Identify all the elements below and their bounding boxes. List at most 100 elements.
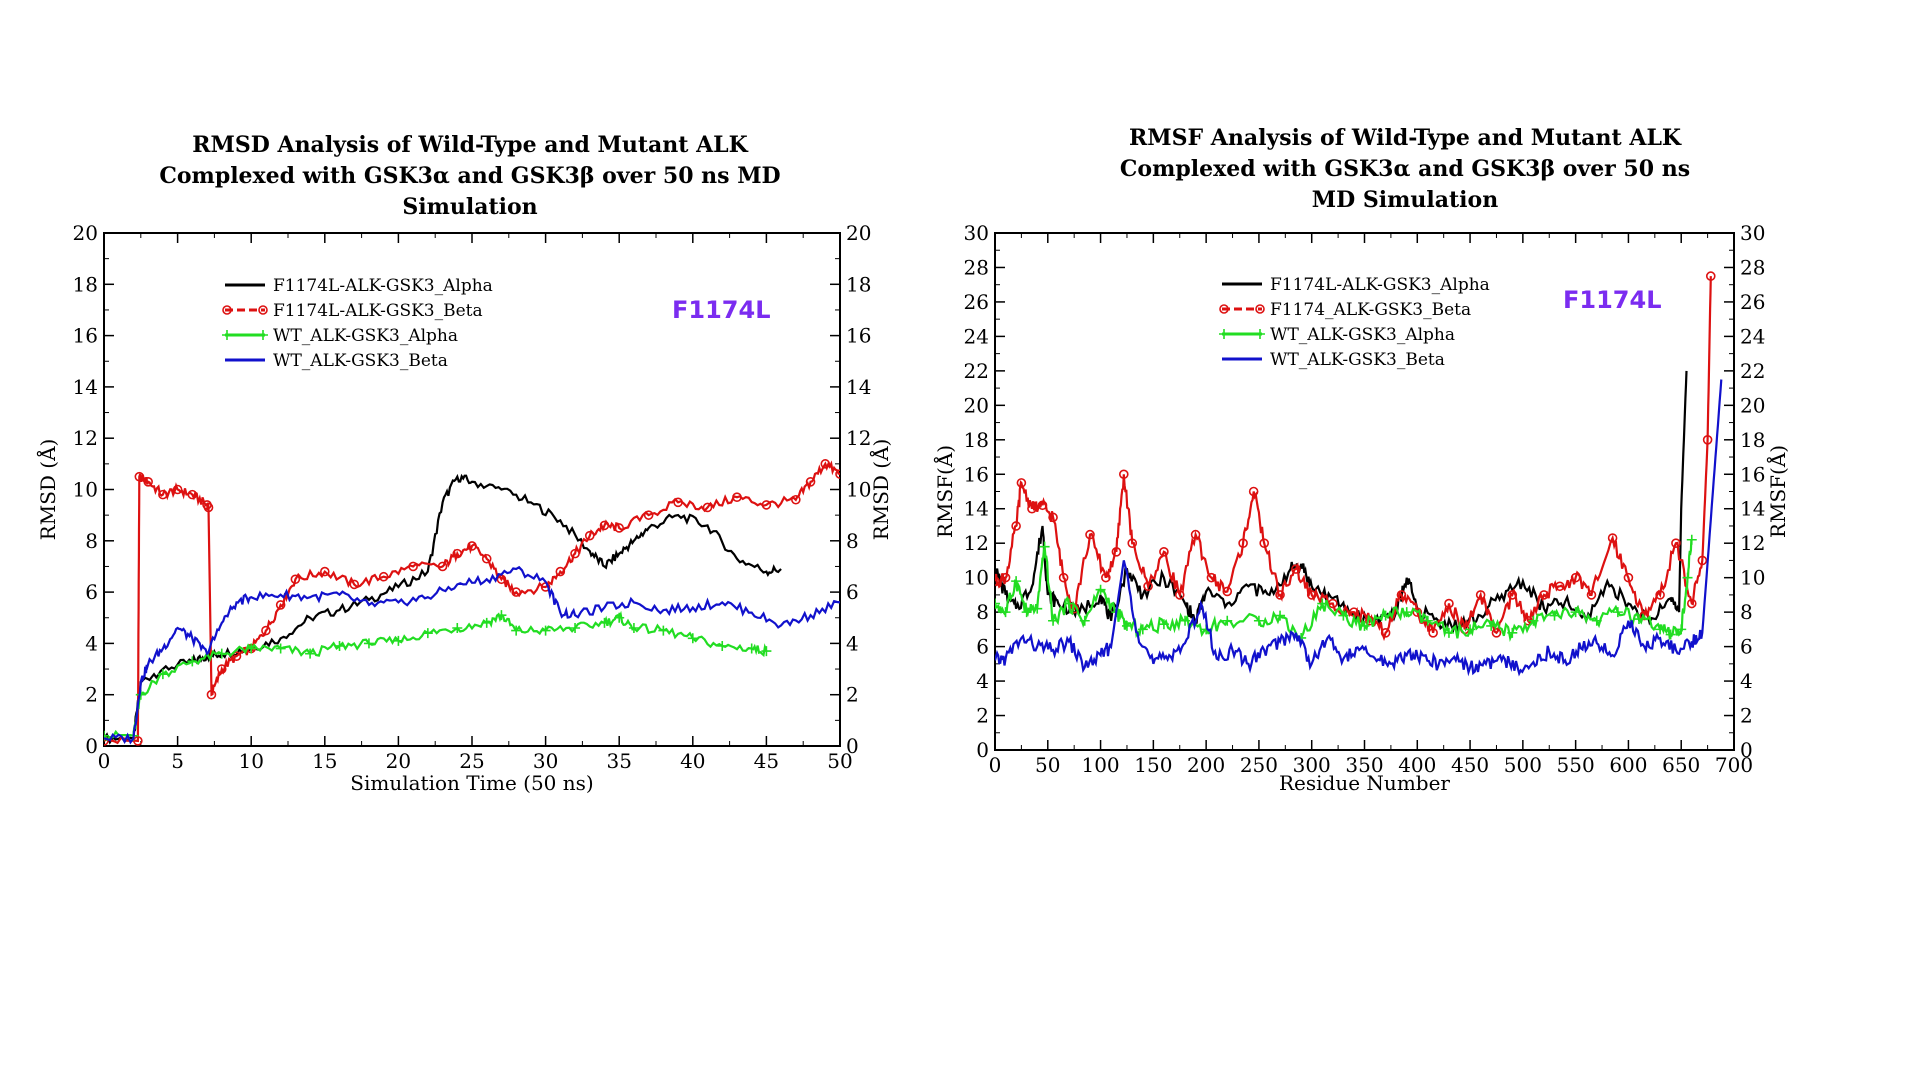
rmsd-data-point xyxy=(452,623,463,634)
rmsd-data-point xyxy=(511,587,521,597)
rmsf-data-point xyxy=(1143,581,1153,592)
rmsf-ytick-label-left: 14 xyxy=(964,497,989,521)
rmsf-ytick-label-left: 4 xyxy=(976,669,989,693)
rmsf-chart-panel: RMSF Analysis of Wild-Type and Mutant AL… xyxy=(960,0,1920,1080)
rmsf-data-point xyxy=(1127,538,1138,549)
rmsd-ytick-label-right: 2 xyxy=(846,683,859,707)
rmsf-xtick-label: 50 xyxy=(1035,753,1060,777)
rmsd-xtick-label: 45 xyxy=(754,749,779,773)
rmsd-data-point xyxy=(290,574,301,585)
rmsf-ytick-label-right: 12 xyxy=(1740,531,1765,555)
rmsd-data-point xyxy=(231,651,242,662)
rmsd-legend-marker xyxy=(258,305,268,315)
rmsd-ytick-label-right: 4 xyxy=(846,631,859,655)
rmsf-ytick-label-left: 8 xyxy=(976,600,989,624)
rmsf-data-point xyxy=(1206,572,1217,583)
rmsf-data-point xyxy=(1259,538,1270,549)
rmsf-data-point xyxy=(1359,620,1370,631)
rmsf-ytick-label-left: 2 xyxy=(976,704,989,728)
rmsf-xtick-label: 450 xyxy=(1451,753,1489,777)
rmsf-data-point xyxy=(1317,598,1328,609)
rmsd-data-point xyxy=(628,623,639,634)
rmsd-legend-marker xyxy=(222,305,232,315)
rmsf-data-point xyxy=(1016,478,1027,488)
rmsf-data-point xyxy=(1338,610,1349,621)
rmsf-legend-label: WT_ALK-GSK3_Alpha xyxy=(1270,325,1455,345)
rmsf-xtick-label: 0 xyxy=(989,753,1002,777)
rmsd-xtick-label: 35 xyxy=(606,749,631,773)
rmsd-ytick-label-left: 18 xyxy=(73,272,98,296)
rmsf-legend-label: F1174_ALK-GSK3_Beta xyxy=(1270,300,1471,320)
rmsf-legend-marker xyxy=(1219,304,1229,314)
rmsf-data-point xyxy=(1539,590,1549,600)
rmsf-ytick-label-right: 8 xyxy=(1740,600,1753,624)
rmsf-data-point xyxy=(1021,607,1032,618)
rmsf-data-point xyxy=(1000,607,1011,618)
rmsd-annotation-badge: F1174L xyxy=(672,296,770,324)
rmsf-data-point xyxy=(1238,538,1248,549)
rmsf-data-point xyxy=(1253,615,1264,626)
rmsf-xtick-label: 700 xyxy=(1715,753,1753,777)
rmsd-title-line-3: Simulation xyxy=(402,194,538,220)
rmsf-ytick-label-right: 28 xyxy=(1740,255,1765,279)
rmsf-data-point xyxy=(1665,629,1676,640)
rmsf-ytick-label-right: 26 xyxy=(1740,290,1765,314)
rmsf-ytick-label-left: 20 xyxy=(964,393,989,417)
rmsd-data-point xyxy=(599,617,610,628)
rmsf-ytick-label-right: 18 xyxy=(1740,428,1765,452)
rmsf-data-point xyxy=(1686,598,1697,609)
rmsf-data-point xyxy=(1380,610,1391,621)
rmsd-xtick-label: 0 xyxy=(98,749,111,773)
rmsd-data-point xyxy=(143,477,153,487)
rmsd-series-line xyxy=(104,610,768,742)
rmsf-xtick-label: 250 xyxy=(1240,753,1278,777)
rmsf-ytick-label-left: 22 xyxy=(964,359,989,383)
rmsf-data-point xyxy=(1507,627,1518,638)
rmsf-data-point xyxy=(1037,500,1048,511)
rmsd-data-point xyxy=(658,625,669,636)
rmsf-ytick-label-right: 14 xyxy=(1740,497,1765,521)
rmsf-data-point xyxy=(1159,547,1169,557)
rmsd-series-line xyxy=(104,460,840,745)
rmsf-series-2 xyxy=(995,534,1697,643)
rmsf-data-point xyxy=(1095,584,1106,595)
rmsf-series-3 xyxy=(995,379,1723,677)
rmsf-ytick-label-right: 24 xyxy=(1740,324,1765,348)
rmsd-data-point xyxy=(261,625,271,636)
rmsd-data-point xyxy=(746,643,757,654)
rmsf-data-point xyxy=(1048,512,1058,523)
rmsf-data-point xyxy=(995,576,1000,586)
rmsf-data-point xyxy=(1396,590,1407,600)
rmsf-data-point xyxy=(1079,615,1090,626)
rmsf-data-point xyxy=(1137,624,1148,635)
rmsf-data-point xyxy=(1158,619,1169,630)
rmsd-data-point xyxy=(363,638,374,649)
rmsf-data-point xyxy=(1623,572,1634,583)
rmsd-data-point xyxy=(835,469,840,479)
rmsd-legend-label: WT_ALK-GSK3_Beta xyxy=(273,351,448,371)
rmsf-data-point xyxy=(1570,607,1581,618)
rmsf-ytick-label-right: 2 xyxy=(1740,704,1753,728)
rmsf-title-line-3: MD Simulation xyxy=(1311,187,1499,213)
rmsf-ytick-label-left: 6 xyxy=(976,635,989,659)
rmsd-data-point xyxy=(584,530,595,541)
rmsf-ytick-label-right: 16 xyxy=(1740,462,1765,486)
rmsd-data-point xyxy=(687,633,698,644)
rmsf-data-point xyxy=(1058,572,1069,583)
rmsf-xtick-label: 150 xyxy=(1134,753,1172,777)
rmsd-ytick-label-left: 20 xyxy=(73,221,98,245)
rmsd-xtick-label: 15 xyxy=(312,749,337,773)
rmsf-data-point xyxy=(1671,538,1681,549)
rmsf-series-line xyxy=(995,276,1712,642)
rmsf-data-point xyxy=(1507,590,1518,600)
rmsd-ytick-label-right: 12 xyxy=(846,426,871,450)
rmsf-xtick-label: 200 xyxy=(1187,753,1225,777)
rmsd-data-point xyxy=(702,502,713,513)
rmsf-ytick-label-right: 4 xyxy=(1740,669,1753,693)
rmsf-ytick-label-right: 10 xyxy=(1740,566,1765,590)
rmsd-ytick-label-right: 16 xyxy=(846,324,871,348)
rmsf-xtick-label: 400 xyxy=(1398,753,1436,777)
rmsd-data-point xyxy=(511,625,522,636)
rmsf-xtick-label: 300 xyxy=(1293,753,1331,777)
